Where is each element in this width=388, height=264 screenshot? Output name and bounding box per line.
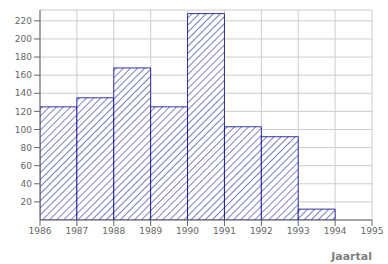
svg-text:1993: 1993 xyxy=(287,226,310,236)
svg-text:100: 100 xyxy=(15,125,32,135)
svg-text:1995: 1995 xyxy=(361,226,380,236)
svg-text:220: 220 xyxy=(15,16,32,26)
svg-text:1986: 1986 xyxy=(29,226,52,236)
svg-text:60: 60 xyxy=(21,161,33,171)
svg-text:1994: 1994 xyxy=(324,226,347,236)
svg-text:40: 40 xyxy=(21,179,33,189)
svg-text:1991: 1991 xyxy=(213,226,236,236)
svg-text:200: 200 xyxy=(15,34,32,44)
svg-text:140: 140 xyxy=(15,88,32,98)
svg-text:1990: 1990 xyxy=(176,226,199,236)
svg-text:1989: 1989 xyxy=(139,226,162,236)
svg-text:1988: 1988 xyxy=(102,226,125,236)
svg-text:1992: 1992 xyxy=(250,226,273,236)
svg-text:1987: 1987 xyxy=(65,226,88,236)
svg-text:Jaartal: Jaartal xyxy=(330,250,372,263)
svg-text:20: 20 xyxy=(21,197,33,207)
svg-text:80: 80 xyxy=(21,143,33,153)
svg-text:180: 180 xyxy=(15,52,32,62)
svg-text:160: 160 xyxy=(15,70,32,80)
svg-text:120: 120 xyxy=(15,107,32,117)
